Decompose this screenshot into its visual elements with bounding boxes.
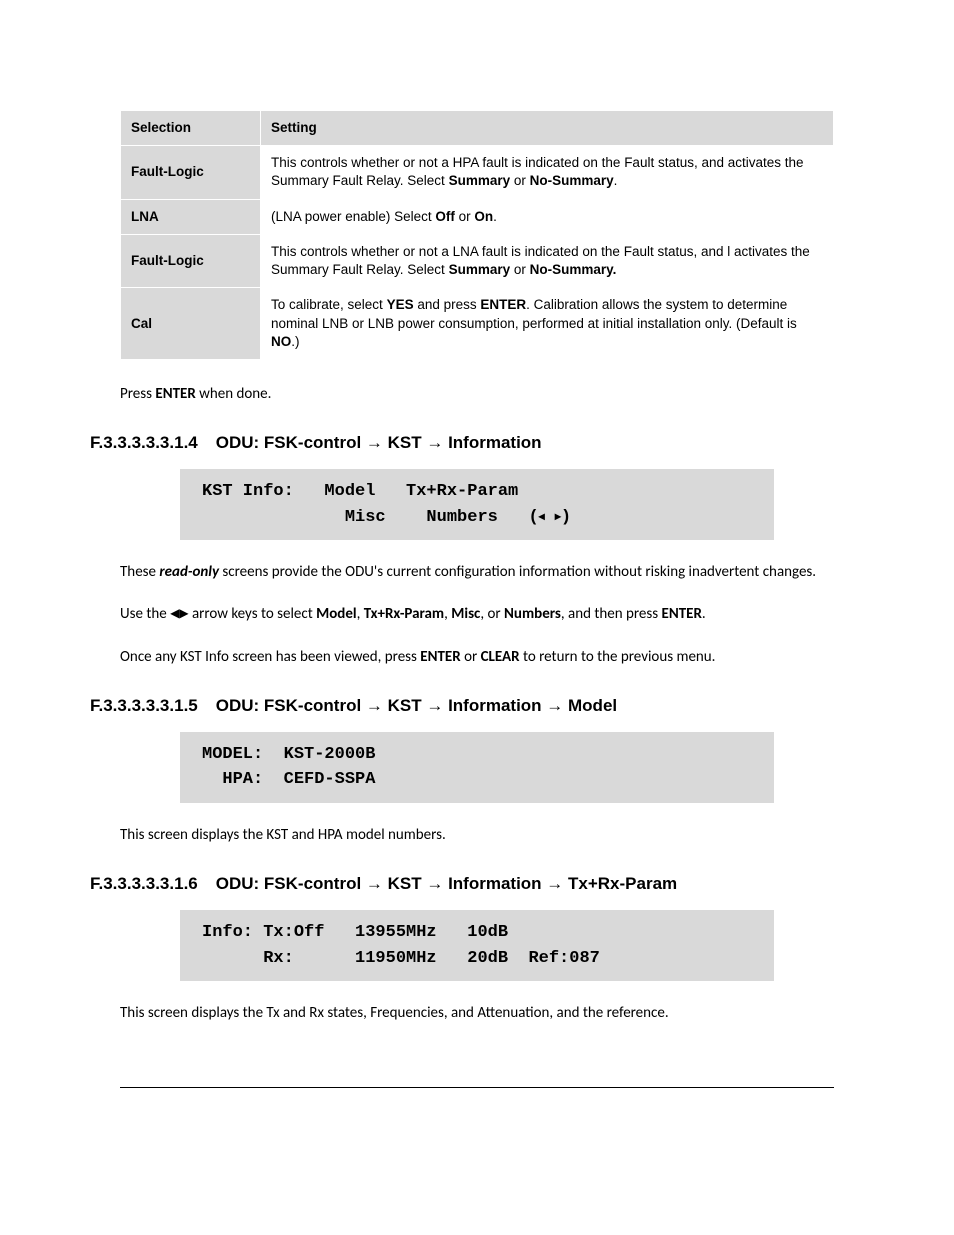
para-press-enter: Press ENTER when done.: [120, 384, 834, 404]
arrow-left-icon: ◀: [170, 605, 179, 621]
table-row: Fault-Logic This controls whether or not…: [121, 146, 834, 199]
cell-selection: Fault-Logic: [121, 146, 261, 199]
heading-number: F.3.3.3.3.3.1.4: [90, 433, 198, 452]
para-use-arrows: Use the ◀▶ arrow keys to select Model, T…: [120, 604, 834, 624]
para-once-viewed: Once any KST Info screen has been viewed…: [120, 647, 834, 667]
heading-number: F.3.3.3.3.3.1.6: [90, 874, 198, 893]
cell-setting: (LNA power enable) Select Off or On.: [261, 199, 834, 234]
settings-table: Selection Setting Fault-Logic This contr…: [120, 110, 834, 360]
heading-number: F.3.3.3.3.3.1.5: [90, 696, 198, 715]
lcd-model: MODEL: KST-2000B HPA: CEFD-SSPA: [180, 732, 774, 803]
th-selection: Selection: [121, 111, 261, 146]
arrow-right-icon: ▶: [179, 605, 188, 621]
para-txrx-desc: This screen displays the Tx and Rx state…: [120, 1003, 834, 1023]
cell-selection: Cal: [121, 288, 261, 360]
table-row: Cal To calibrate, select YES and press E…: [121, 288, 834, 360]
heading-f15: F.3.3.3.3.3.1.5 ODU: FSK-control → KST → …: [90, 695, 834, 718]
cell-setting: This controls whether or not a HPA fault…: [261, 146, 834, 199]
footer-rule: [120, 1087, 834, 1088]
heading-label: ODU: FSK-control → KST → Information → T…: [216, 874, 677, 893]
para-readonly: These read-only screens provide the ODU'…: [120, 562, 834, 582]
th-setting: Setting: [261, 111, 834, 146]
para-model-desc: This screen displays the KST and HPA mod…: [120, 825, 834, 845]
heading-label: ODU: FSK-control → KST → Information: [216, 433, 542, 452]
triangle-left-icon: ◂: [539, 507, 545, 525]
heading-f14: F.3.3.3.3.3.1.4 ODU: FSK-control → KST → …: [90, 432, 834, 455]
heading-label: ODU: FSK-control → KST → Information → M…: [216, 696, 617, 715]
cell-setting: This controls whether or not a LNA fault…: [261, 234, 834, 287]
cell-setting: To calibrate, select YES and press ENTER…: [261, 288, 834, 360]
lcd-txrx: Info: Tx:Off 13955MHz 10dB Rx: 11950MHz …: [180, 910, 774, 981]
table-row: LNA (LNA power enable) Select Off or On.: [121, 199, 834, 234]
table-row: Fault-Logic This controls whether or not…: [121, 234, 834, 287]
cell-selection: LNA: [121, 199, 261, 234]
heading-f16: F.3.3.3.3.3.1.6 ODU: FSK-control → KST → …: [90, 873, 834, 896]
cell-selection: Fault-Logic: [121, 234, 261, 287]
lcd-kst-info: KST Info: Model Tx+Rx-Param Misc Numbers…: [180, 469, 774, 540]
